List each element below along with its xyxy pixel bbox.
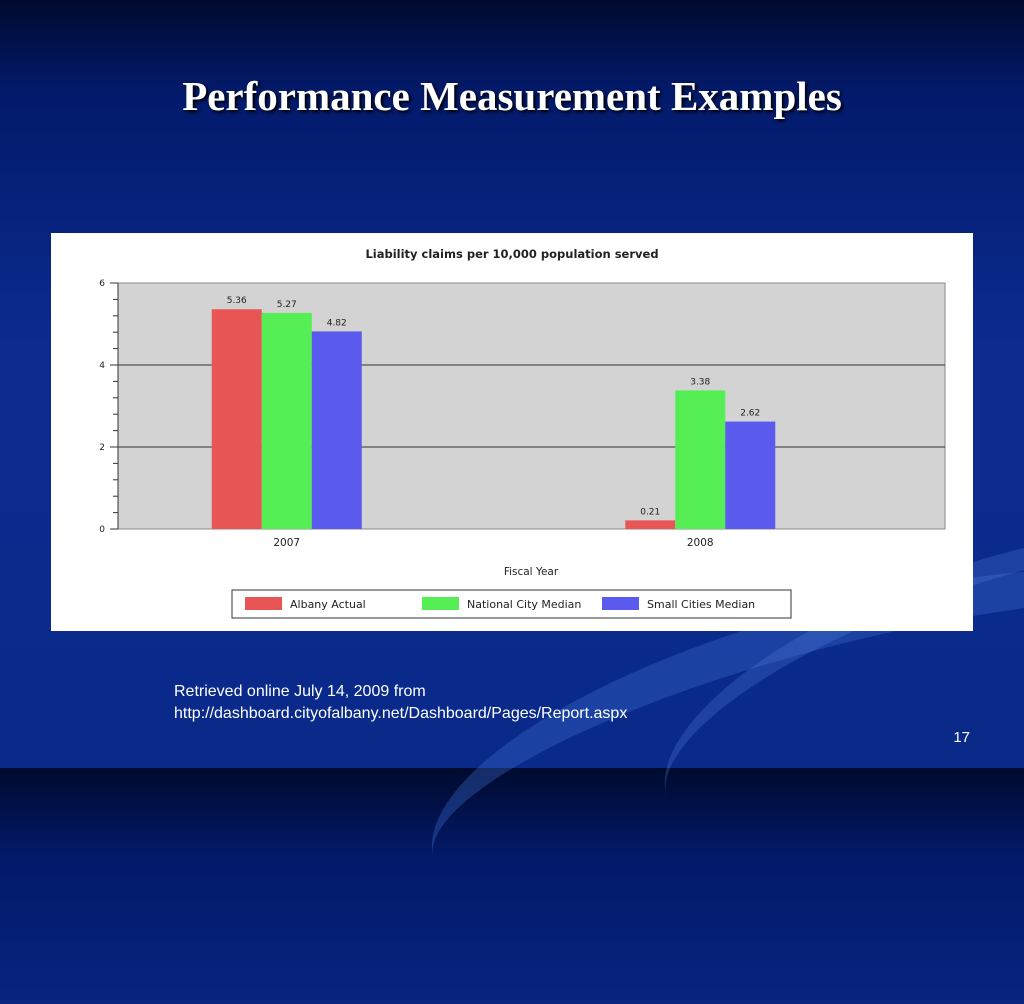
x-tick-label: 2008 bbox=[687, 537, 714, 549]
x-tick-label: 2007 bbox=[273, 537, 300, 549]
legend-label: Small Cities Median bbox=[647, 598, 755, 611]
data-label: 0.21 bbox=[640, 507, 660, 517]
slide-number: 17 bbox=[953, 729, 970, 746]
y-tick-label: 6 bbox=[99, 279, 105, 289]
slide-title: Performance Measurement Examples bbox=[182, 73, 842, 119]
bar-small-cities-median bbox=[725, 421, 776, 529]
chart-panel: Liability claims per 10,000 population s… bbox=[51, 233, 973, 631]
bar-albany-actual bbox=[211, 309, 262, 529]
y-tick-label: 0 bbox=[99, 525, 105, 535]
data-label: 5.27 bbox=[277, 300, 297, 310]
bar-albany-actual bbox=[625, 520, 676, 529]
legend-label: National City Median bbox=[467, 598, 581, 611]
chart-title: Liability claims per 10,000 population s… bbox=[365, 247, 658, 261]
legend-label: Albany Actual bbox=[290, 598, 366, 611]
legend-swatch bbox=[602, 597, 639, 610]
y-tick-label: 4 bbox=[99, 361, 105, 371]
bar-national-city-median bbox=[675, 390, 726, 529]
bar-national-city-median bbox=[261, 312, 312, 529]
legend-box bbox=[231, 589, 792, 619]
data-label: 5.36 bbox=[227, 296, 247, 306]
x-axis-label: Fiscal Year bbox=[504, 566, 559, 578]
source-caption: Retrieved online July 14, 2009 from http… bbox=[174, 681, 627, 725]
data-label: 2.62 bbox=[740, 409, 760, 419]
legend-swatch bbox=[245, 597, 282, 610]
legend-swatch bbox=[422, 597, 459, 610]
y-tick-label: 2 bbox=[99, 443, 105, 453]
data-label: 3.38 bbox=[690, 377, 710, 387]
data-label: 4.82 bbox=[327, 318, 347, 328]
source-caption-url: http://dashboard.cityofalbany.net/Dashbo… bbox=[174, 705, 628, 722]
liability-claims-chart: Liability claims per 10,000 population s… bbox=[99, 247, 946, 619]
bar-small-cities-median bbox=[311, 331, 362, 529]
source-caption-line1: Retrieved online July 14, 2009 from bbox=[174, 683, 426, 700]
